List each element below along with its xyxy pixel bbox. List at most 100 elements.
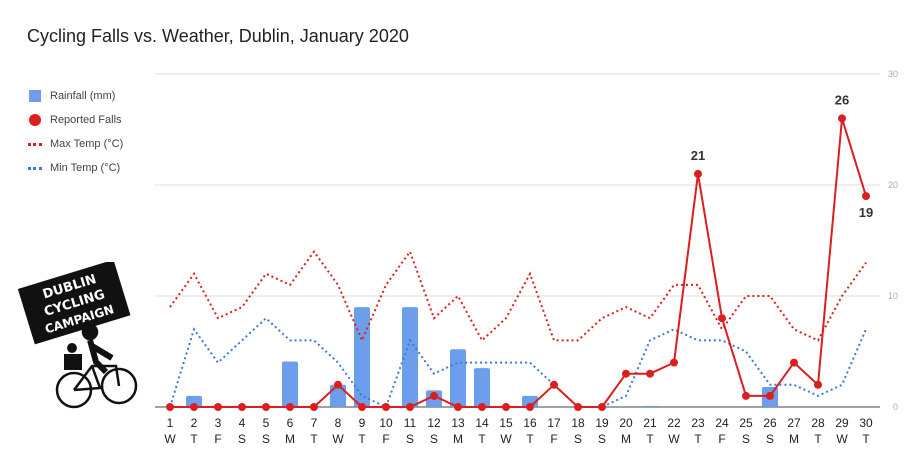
chart-legend: Rainfall (mm) Reported Falls Max Temp (°…	[28, 84, 123, 180]
reported-falls-point	[502, 403, 510, 411]
x-tick-weekday: S	[742, 432, 750, 446]
x-tick-weekday: W	[164, 432, 176, 446]
x-tick-day: 29	[835, 416, 849, 430]
x-tick-weekday: S	[262, 432, 270, 446]
x-tick-weekday: M	[453, 432, 463, 446]
x-tick-day: 30	[859, 416, 873, 430]
data-label: 26	[835, 92, 849, 107]
x-tick-weekday: F	[718, 432, 725, 446]
x-tick-day: 21	[643, 416, 657, 430]
reported-falls-point	[310, 403, 318, 411]
x-tick-weekday: F	[214, 432, 221, 446]
x-tick-day: 4	[239, 416, 246, 430]
reported-falls-point	[238, 403, 246, 411]
min-temp-line	[169, 316, 867, 409]
x-tick-weekday: S	[598, 432, 606, 446]
max-temp-line	[169, 249, 867, 343]
x-tick-weekday: T	[646, 432, 654, 446]
x-tick-weekday: S	[238, 432, 246, 446]
rainfall-bar	[330, 384, 346, 407]
x-tick-weekday: T	[358, 432, 366, 446]
reported-falls-point	[334, 380, 342, 389]
legend-swatch-max-temp	[28, 142, 42, 146]
y-tick-label: 10	[888, 291, 898, 301]
x-tick-day: 15	[499, 416, 513, 430]
reported-falls-point	[190, 403, 198, 411]
x-tick-weekday: W	[332, 432, 344, 446]
legend-label-max-temp: Max Temp (°C)	[50, 138, 124, 150]
reported-falls-point	[670, 358, 678, 367]
y-tick-label: 20	[888, 180, 898, 190]
x-tick-day: 7	[311, 416, 318, 430]
reported-falls-line	[170, 118, 867, 408]
reported-falls-point	[454, 403, 462, 411]
x-tick-day: 24	[715, 416, 729, 430]
x-tick-day: 10	[379, 416, 393, 430]
reported-falls-point	[262, 403, 270, 411]
reported-falls-point	[574, 403, 582, 411]
reported-falls-point	[766, 391, 774, 400]
x-tick-day: 18	[571, 416, 585, 430]
rainfall-bar	[186, 395, 202, 407]
x-tick-weekday: T	[862, 432, 870, 446]
x-tick-day: 2	[191, 416, 198, 430]
reported-falls-point	[358, 403, 366, 411]
x-tick-day: 23	[691, 416, 705, 430]
x-tick-day: 22	[667, 416, 681, 430]
reported-falls-point	[790, 358, 798, 367]
x-tick-weekday: T	[310, 432, 318, 446]
x-tick-day: 13	[451, 416, 465, 430]
data-label: 19	[859, 205, 873, 220]
x-tick-day: 11	[404, 416, 417, 430]
reported-falls-point	[838, 114, 846, 123]
reported-falls-point	[742, 391, 750, 400]
x-tick-weekday: S	[430, 432, 438, 446]
reported-falls-point	[478, 403, 486, 411]
x-tick-weekday: S	[406, 432, 414, 446]
reported-falls-point	[814, 380, 822, 389]
x-tick-weekday: M	[621, 432, 631, 446]
reported-falls-point	[550, 380, 558, 389]
data-label: 21	[691, 148, 705, 163]
x-tick-day: 26	[763, 416, 777, 430]
reported-falls-point	[214, 403, 222, 411]
reported-falls-point	[286, 403, 294, 411]
reported-falls-point	[598, 403, 606, 411]
rainfall-bar	[642, 405, 658, 407]
x-tick-weekday: W	[500, 432, 512, 446]
x-tick-weekday: S	[574, 432, 582, 446]
x-tick-weekday: F	[382, 432, 389, 446]
legend-label-min-temp: Min Temp (°C)	[50, 162, 121, 174]
x-tick-day: 25	[739, 416, 753, 430]
x-tick-weekday: W	[836, 432, 848, 446]
x-tick-weekday: T	[694, 432, 702, 446]
y-tick-label: 0	[893, 402, 898, 412]
x-tick-day: 19	[595, 416, 609, 430]
rainfall-bar	[450, 349, 466, 407]
chart-title: Cycling Falls vs. Weather, Dublin, Janua…	[27, 26, 409, 46]
legend-item-falls: Reported Falls	[28, 108, 123, 132]
reported-falls-point	[430, 391, 438, 400]
x-tick-weekday: M	[789, 432, 799, 446]
x-tick-weekday: T	[478, 432, 486, 446]
legend-swatch-falls	[29, 114, 41, 126]
x-tick-day: 14	[475, 416, 489, 430]
x-tick-day: 1	[167, 416, 174, 430]
rainfall-bar	[474, 368, 490, 407]
reported-falls-point	[406, 403, 414, 411]
x-tick-day: 20	[619, 416, 633, 430]
reported-falls-point	[694, 169, 702, 178]
x-tick-day: 3	[215, 416, 222, 430]
legend-swatch-rainfall	[29, 90, 41, 102]
logo-badge	[17, 262, 131, 345]
x-tick-weekday: T	[814, 432, 822, 446]
reported-falls-point	[718, 314, 726, 323]
x-tick-weekday: T	[526, 432, 534, 446]
x-tick-day: 5	[263, 416, 270, 430]
x-tick-day: 28	[811, 416, 825, 430]
rainfall-bar	[282, 361, 298, 407]
reported-falls-point	[862, 192, 870, 201]
x-tick-day: 16	[523, 416, 537, 430]
x-tick-weekday: F	[550, 432, 557, 446]
